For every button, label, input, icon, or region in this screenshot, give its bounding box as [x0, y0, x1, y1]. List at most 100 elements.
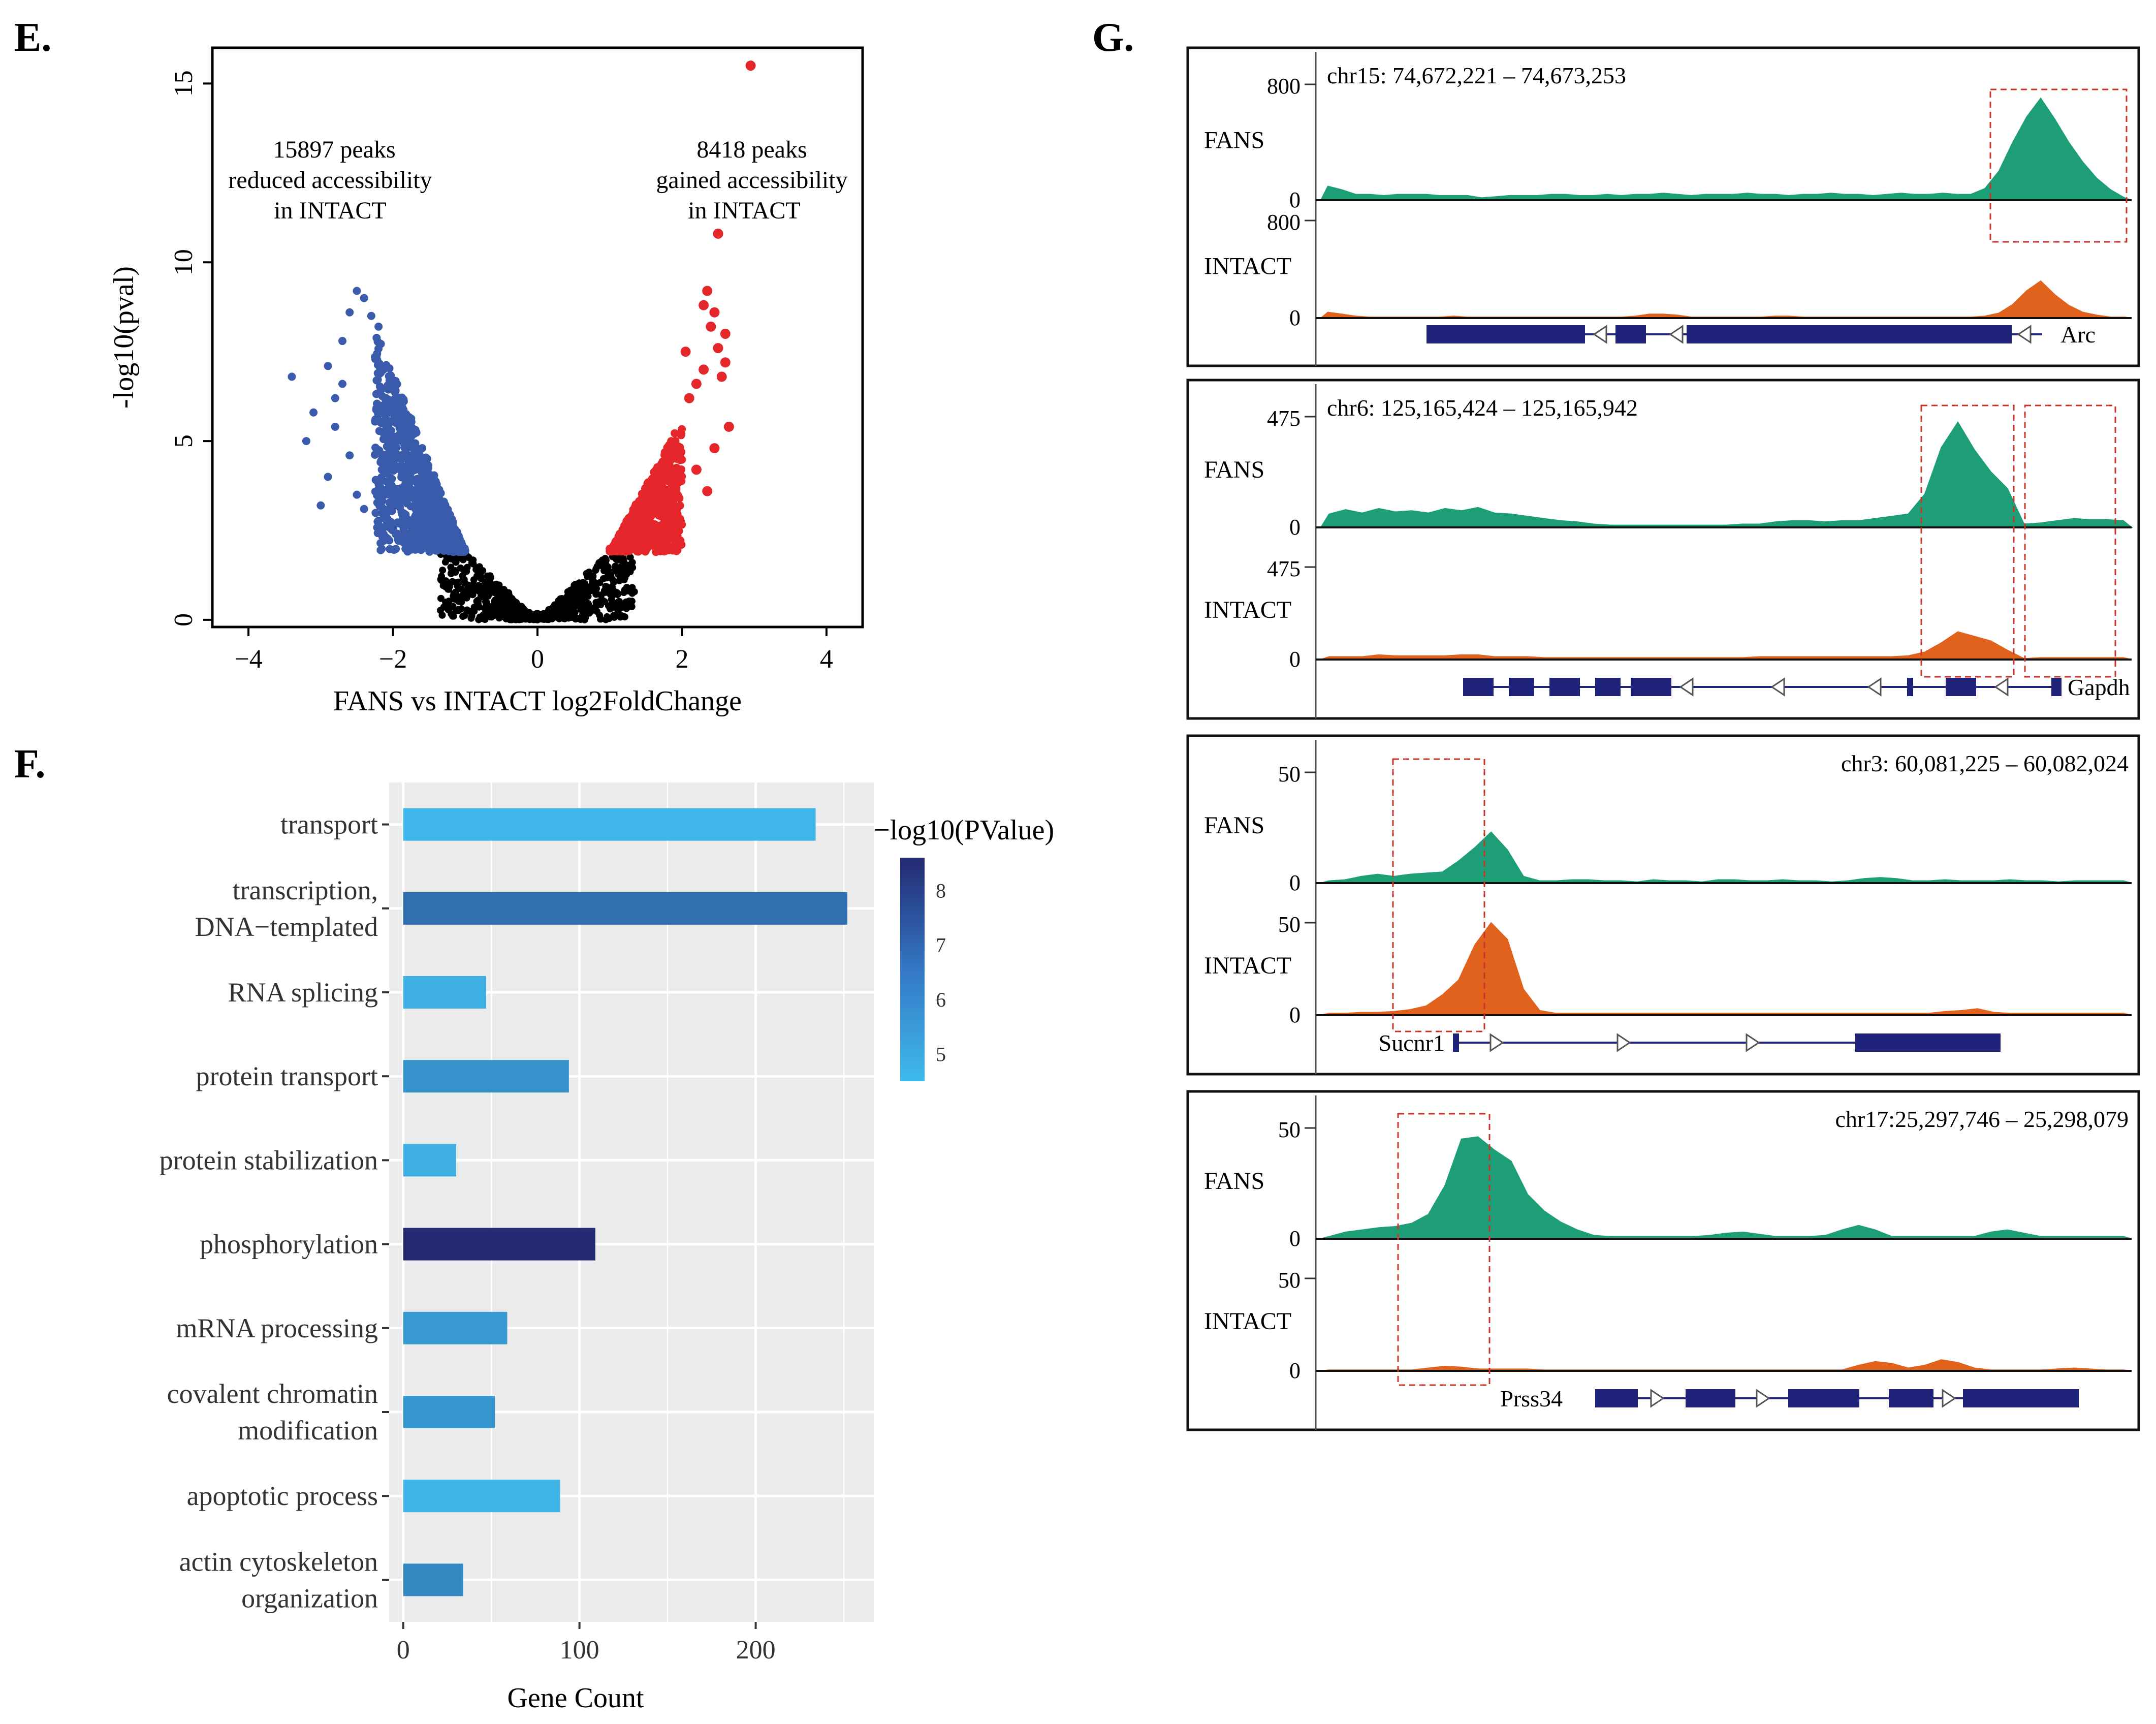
point-not-significant: [593, 590, 600, 598]
point-not-significant: [459, 592, 466, 600]
point-reduced: [376, 546, 385, 554]
category-label: transport: [280, 809, 378, 840]
point-gained: [680, 347, 691, 357]
point-gained: [654, 536, 662, 545]
point-reduced: [441, 501, 450, 510]
strand-arrow: [2017, 325, 2032, 344]
point-reduced: [373, 356, 382, 364]
strand-arrow: [1770, 677, 1785, 697]
gene-exon: [1619, 1389, 1638, 1407]
track-zero-label: 0: [1289, 1358, 1301, 1383]
point-reduced: [440, 536, 449, 544]
point-reduced: [423, 454, 431, 463]
point-reduced: [403, 529, 411, 538]
track-label-fans: FANS: [1204, 127, 1264, 153]
point-not-significant: [452, 588, 459, 596]
point-reduced: [391, 386, 400, 395]
point-reduced: [420, 519, 428, 528]
category-label: phosphorylation: [200, 1229, 378, 1260]
point-gained: [675, 537, 684, 546]
bar: [403, 1144, 456, 1177]
genomic-region-label: chr6: 125,165,424 – 125,165,942: [1327, 395, 1638, 421]
category-label: RNA splicing: [228, 977, 378, 1008]
gene-exon: [2051, 678, 2062, 696]
point-reduced: [398, 463, 406, 472]
point-gained: [713, 228, 723, 239]
category-label: modification: [238, 1415, 378, 1446]
bar: [403, 976, 486, 1009]
point-reduced: [394, 434, 402, 443]
point-reduced: [386, 545, 394, 553]
bar: [403, 1480, 560, 1513]
point-gained: [699, 364, 709, 375]
point-reduced: [338, 380, 346, 388]
point-gained: [667, 456, 675, 464]
track-ymax-label: 800: [1267, 210, 1301, 235]
point-not-significant: [607, 605, 614, 613]
track-panel-frame: [1186, 46, 2140, 367]
gene-exon: [1595, 1389, 1619, 1407]
fans-signal-area: [1320, 1136, 2132, 1239]
volcano-points: [288, 60, 756, 623]
category-label: protein transport: [196, 1061, 378, 1091]
point-gained: [669, 543, 678, 551]
colorbar: [900, 858, 925, 1081]
point-not-significant: [491, 598, 498, 605]
colorbar-tick-label: 8: [936, 879, 946, 902]
category-label: organization: [241, 1583, 378, 1613]
x-tick-label: −4: [234, 645, 262, 674]
point-gained: [634, 533, 643, 542]
colorbar-tick-label: 7: [936, 934, 946, 957]
point-not-significant: [445, 585, 453, 593]
point-not-significant: [620, 556, 627, 564]
point-reduced: [424, 461, 433, 469]
volcano-annotation-left: 15897 peaks reduced accessibility in INT…: [228, 136, 432, 224]
volcano-frame: [211, 46, 864, 629]
panel-letter-g: G.: [1092, 15, 1134, 60]
annotation-left-line3: in INTACT: [274, 197, 386, 224]
track-ymax-label: 800: [1267, 74, 1301, 99]
point-not-significant: [570, 614, 578, 621]
point-gained: [674, 525, 682, 534]
panel-letter-e: E.: [14, 15, 51, 60]
point-not-significant: [439, 582, 447, 589]
point-not-significant: [460, 576, 468, 583]
track-label-intact: INTACT: [1204, 253, 1291, 280]
point-reduced: [403, 547, 412, 556]
volcano-annotation-right: 8418 peaks gained accessibility in INTAC…: [656, 136, 847, 224]
point-not-significant: [620, 576, 628, 584]
colorbar-tick-label: 5: [936, 1043, 946, 1065]
point-gained: [702, 286, 713, 296]
point-reduced: [402, 517, 411, 525]
strand-arrow: [1867, 677, 1882, 697]
track-label-fans: FANS: [1204, 456, 1264, 483]
point-reduced: [392, 545, 400, 553]
point-gained: [720, 328, 731, 339]
point-reduced: [414, 481, 423, 489]
strand-arrow: [1746, 1033, 1760, 1052]
bar-series: [403, 808, 847, 1596]
peak-highlight-box: [1920, 404, 2015, 678]
category-label: DNA−templated: [195, 912, 378, 942]
point-gained: [709, 307, 720, 318]
point-reduced: [430, 479, 438, 487]
point-reduced: [407, 464, 416, 473]
point-not-significant: [628, 589, 636, 597]
point-reduced: [427, 534, 435, 542]
gene-exon: [1686, 1389, 1735, 1407]
point-not-significant: [589, 575, 596, 582]
point-reduced: [331, 422, 339, 431]
point-gained: [653, 480, 661, 489]
annotation-right-line3: in INTACT: [688, 197, 800, 224]
gene-exon: [1615, 325, 1646, 343]
gene-exon: [1855, 1033, 1946, 1052]
point-not-significant: [461, 568, 468, 576]
y-tick-label: 15: [169, 70, 198, 97]
intact-signal-area: [1320, 922, 2132, 1016]
bar: [403, 1060, 569, 1093]
point-reduced: [419, 529, 428, 538]
point-reduced: [414, 493, 423, 502]
gene-exon: [1426, 325, 1585, 343]
